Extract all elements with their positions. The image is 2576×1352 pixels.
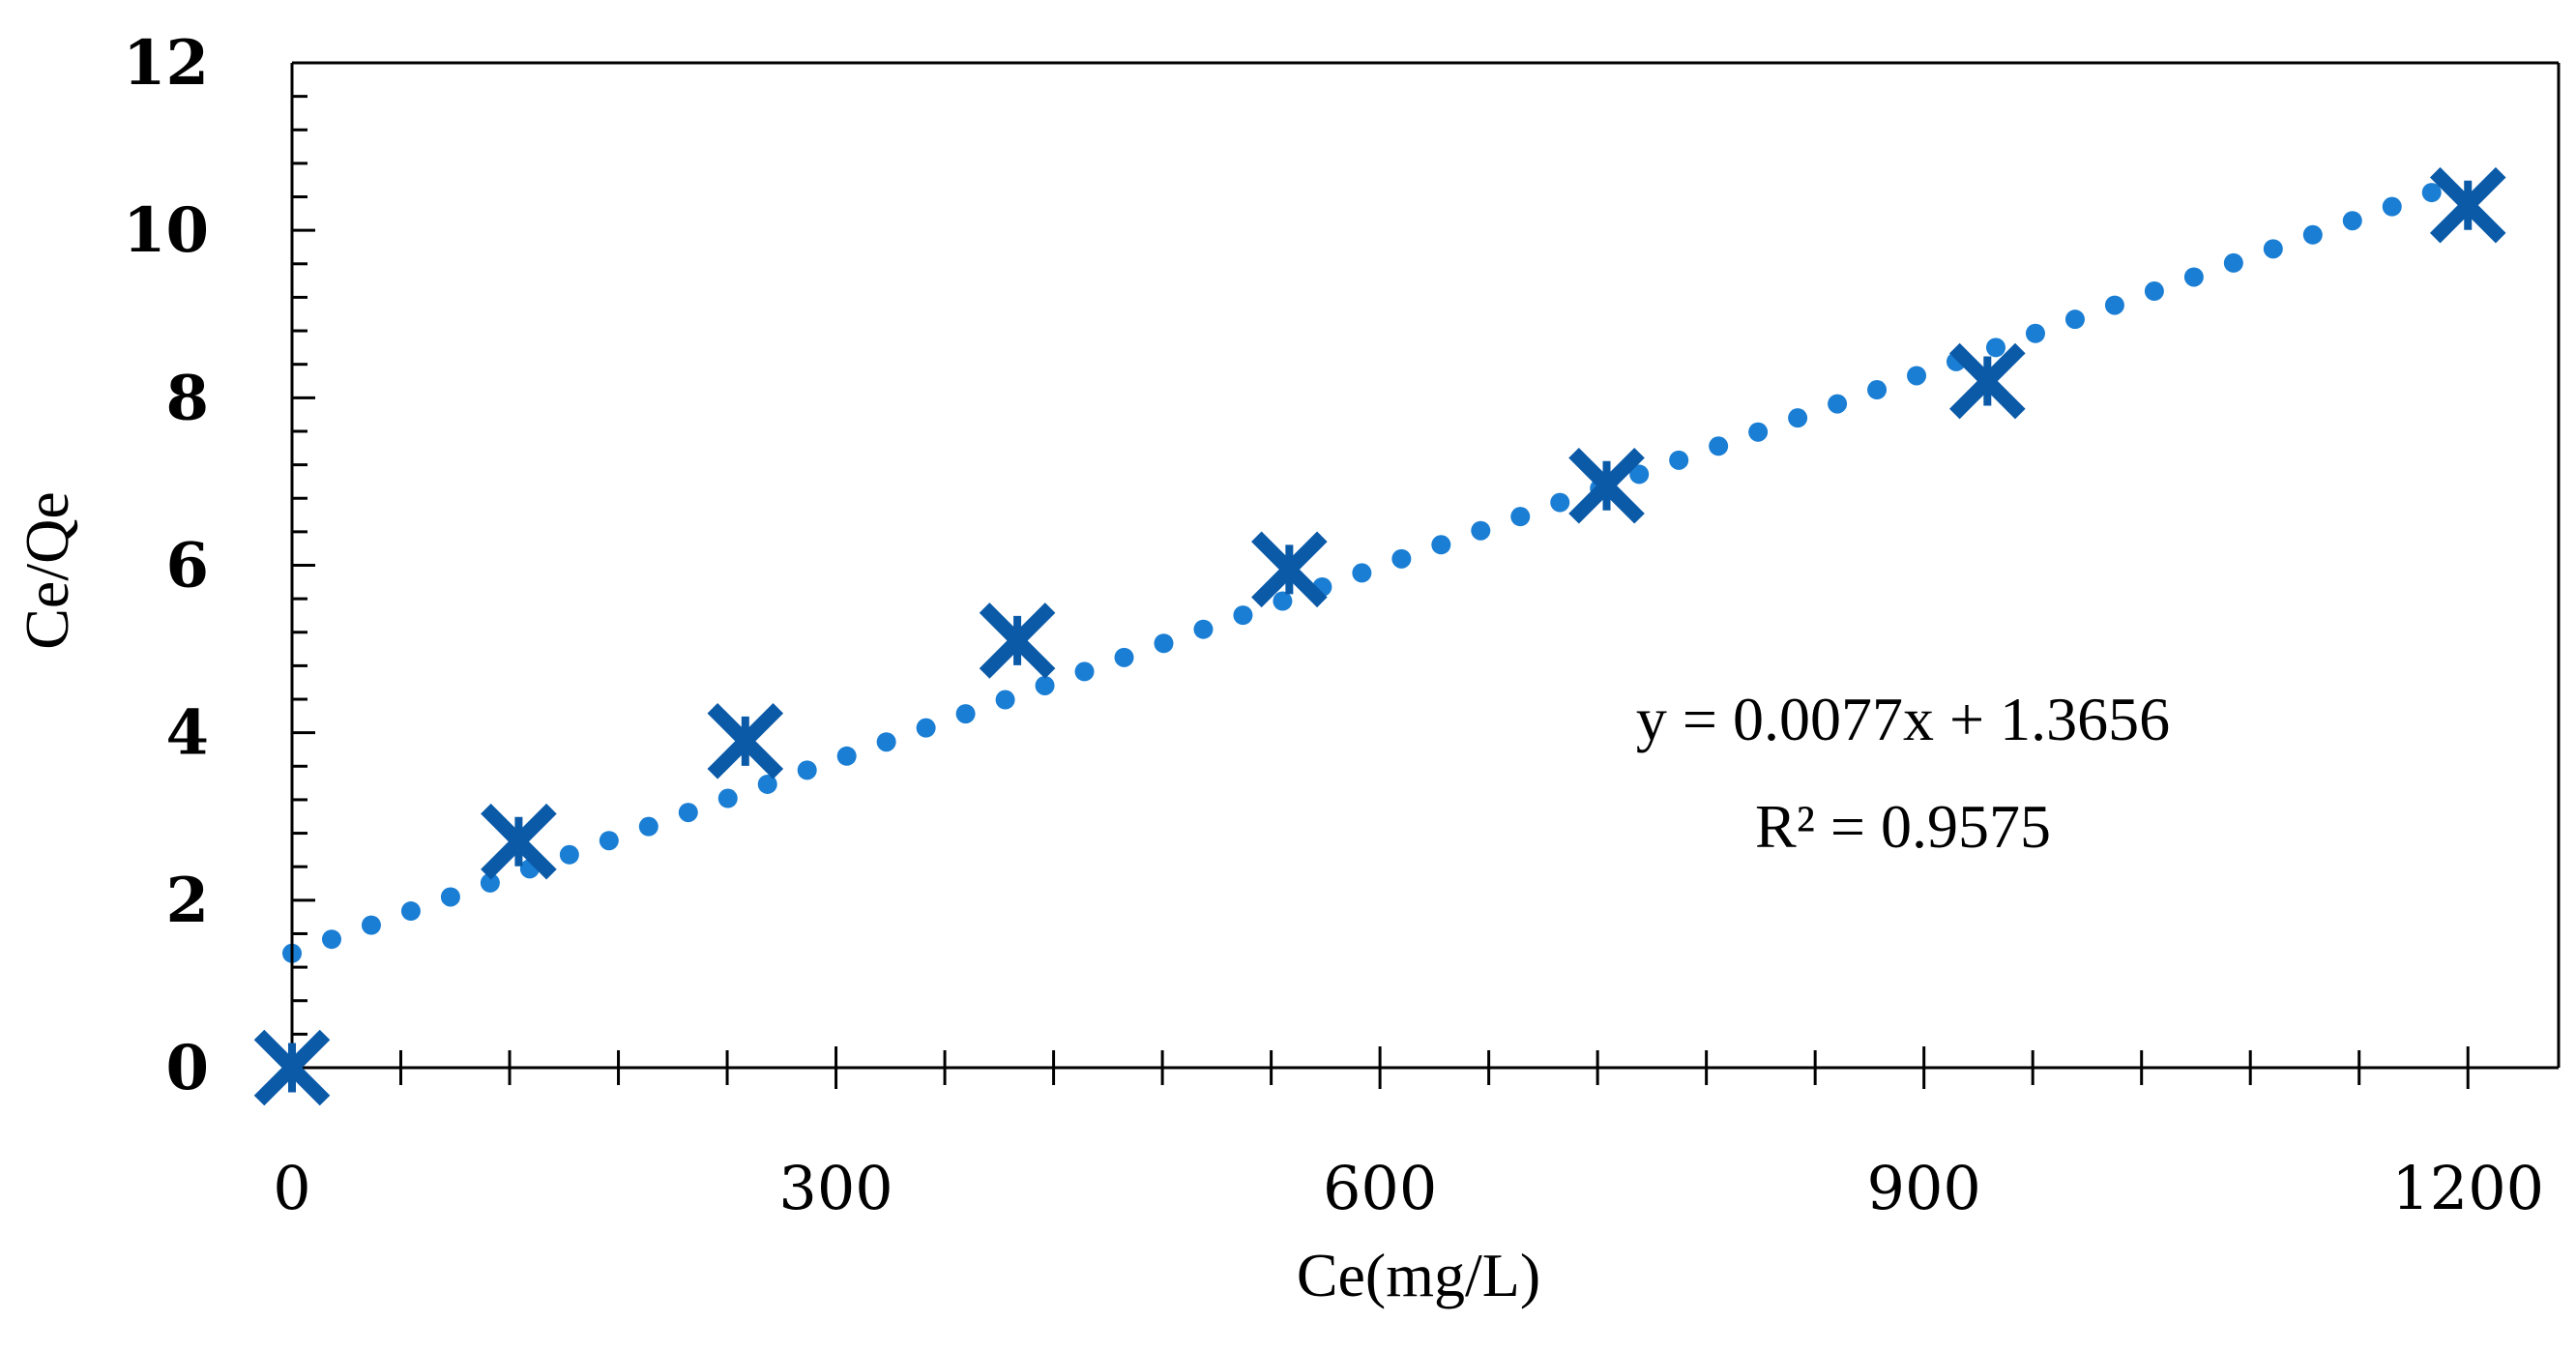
trendline-dot xyxy=(1669,450,1689,470)
axes xyxy=(290,61,2561,1070)
trendline-dot xyxy=(1629,464,1650,485)
y-tick-label: 2 xyxy=(165,865,209,937)
trendline-dot xyxy=(638,816,659,837)
y-tick-label: 12 xyxy=(123,27,209,100)
trendline-dot xyxy=(1907,366,1927,386)
y-tick-label: 0 xyxy=(165,1032,209,1104)
trendline-dot xyxy=(1114,647,1134,667)
data-point xyxy=(253,1029,331,1106)
trendline-dot xyxy=(995,690,1015,710)
trendline-dot xyxy=(2382,196,2402,217)
trendline-dot xyxy=(1035,675,1055,695)
trendline-dot xyxy=(1709,436,1729,456)
trendline-dot xyxy=(559,844,579,865)
trendline-dot xyxy=(2263,239,2283,259)
y-tick-label: 4 xyxy=(165,697,209,770)
tick-marks xyxy=(290,61,2470,1089)
trendline-dot xyxy=(876,732,896,752)
trendline-dot xyxy=(2421,183,2442,203)
trendline-dot xyxy=(916,718,936,738)
trendline-dot xyxy=(2183,267,2204,287)
trendline-dot xyxy=(1867,380,1888,400)
trendline-dot xyxy=(2342,211,2362,231)
data-points xyxy=(253,166,2506,1106)
data-point xyxy=(481,803,557,880)
trendline-dot xyxy=(321,929,341,950)
trendline-dot xyxy=(1431,535,1451,555)
trendline-dot xyxy=(1193,619,1214,639)
trendline-dot xyxy=(361,915,381,935)
trendline-dot xyxy=(480,872,500,893)
data-point xyxy=(1251,531,1328,608)
trendline-dot xyxy=(1391,548,1412,569)
trendline-dot xyxy=(797,760,817,780)
data-point xyxy=(1568,447,1645,524)
trendline-dot xyxy=(400,901,421,922)
trendline-dot xyxy=(1352,563,1372,583)
trendline-dot xyxy=(1471,520,1491,541)
y-tick-label: 6 xyxy=(165,530,209,603)
trendline-dot xyxy=(757,774,777,794)
trendline-dot xyxy=(1550,492,1570,513)
trendline-dot xyxy=(1233,605,1253,626)
x-tick-label: 1200 xyxy=(2391,1153,2544,1223)
trendline xyxy=(282,183,2442,963)
trendline-dot xyxy=(2025,323,2045,343)
y-tick-label: 10 xyxy=(123,194,209,267)
trendline-dot xyxy=(2223,252,2243,273)
trendline-dot xyxy=(836,746,857,766)
trendline-dot xyxy=(1273,591,1293,611)
data-point xyxy=(707,703,784,779)
trendline-dot xyxy=(1748,422,1769,442)
x-axis-title: Ce(mg/L) xyxy=(1297,1241,1540,1309)
x-tick-label: 600 xyxy=(1323,1153,1437,1223)
y-axis-title: Ce/Qe xyxy=(13,491,81,650)
trendline-dot xyxy=(2104,295,2124,315)
x-tick-label: 300 xyxy=(778,1153,893,1223)
trendline-dot xyxy=(1985,338,2005,358)
tick-labels: 0 300 600 900 1200 0 2 4 6 8 10 12 xyxy=(123,27,2544,1223)
data-point xyxy=(1949,342,2026,420)
trendline-dot xyxy=(1510,507,1531,527)
trendline-dot xyxy=(2144,281,2164,302)
trendline-dot xyxy=(1828,394,1848,414)
trendline-dot xyxy=(599,831,619,851)
trendline-dot xyxy=(2064,309,2085,330)
trendline-dot xyxy=(1154,633,1174,654)
trendline-dot xyxy=(1788,408,1808,428)
trendline-dot xyxy=(717,788,738,808)
data-point xyxy=(979,603,1056,679)
y-tick-label: 8 xyxy=(165,362,209,434)
trendline-dot xyxy=(2302,224,2323,245)
trendline-dot xyxy=(440,887,460,907)
trendline-dot xyxy=(678,803,698,823)
trendline-r-squared: R² = 0.9575 xyxy=(1755,792,2051,861)
x-tick-label: 900 xyxy=(1867,1153,1981,1223)
x-tick-label: 0 xyxy=(273,1153,310,1223)
trendline-dot xyxy=(1074,661,1095,682)
trendline-dot xyxy=(955,704,976,724)
trendline-equation: y = 0.0077x + 1.3656 xyxy=(1636,685,2170,753)
data-point xyxy=(2429,166,2506,244)
